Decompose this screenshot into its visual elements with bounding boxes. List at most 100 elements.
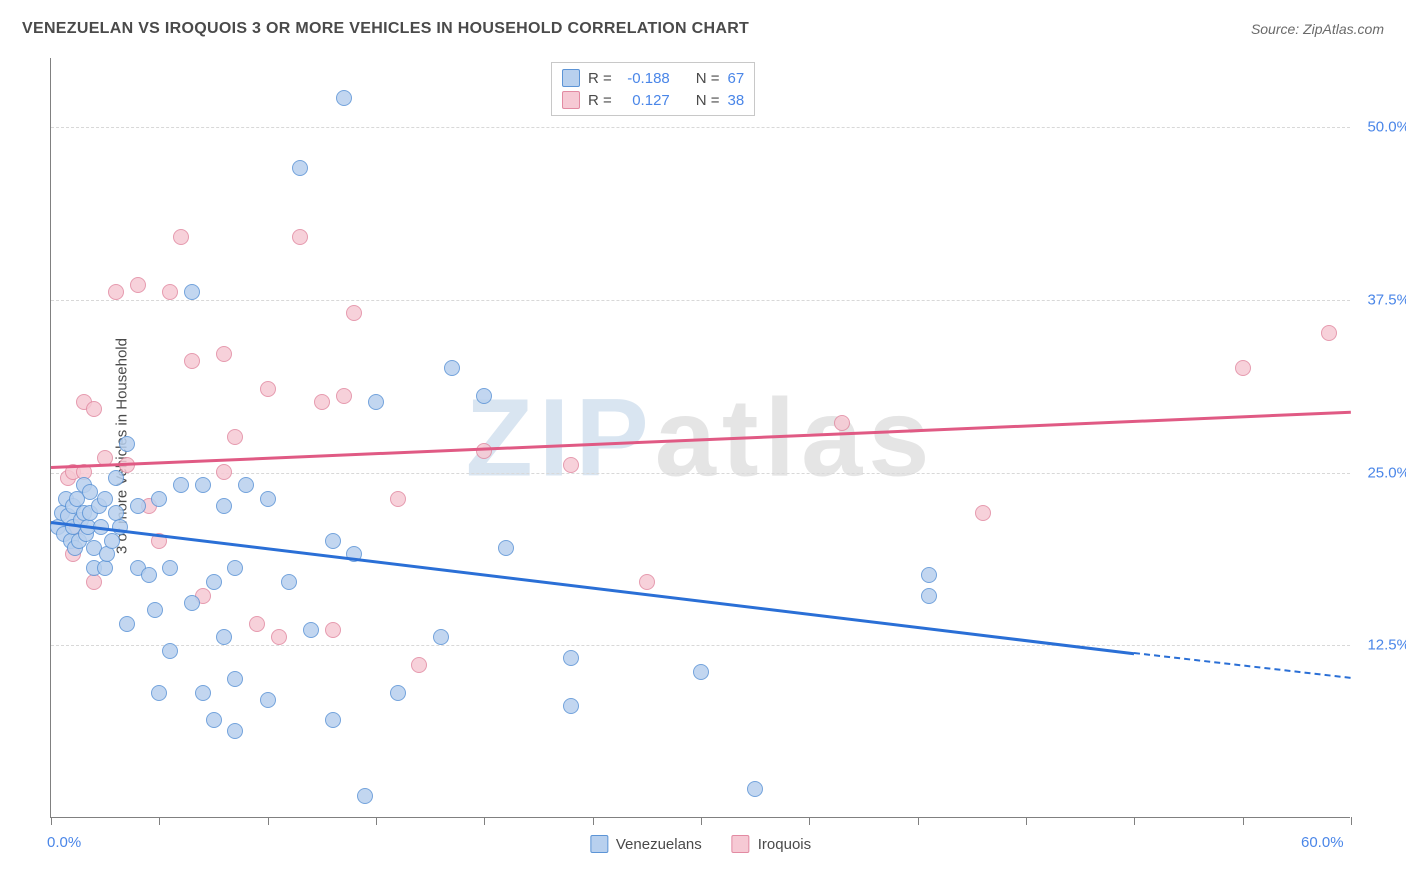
data-point-venezuelans [444, 360, 460, 376]
data-point-venezuelans [921, 588, 937, 604]
data-point-venezuelans [368, 394, 384, 410]
data-point-venezuelans [476, 388, 492, 404]
data-point-venezuelans [281, 574, 297, 590]
data-point-venezuelans [99, 546, 115, 562]
legend-item: Iroquois [732, 835, 811, 853]
data-point-iroquois [975, 505, 991, 521]
data-point-iroquois [336, 388, 352, 404]
data-point-venezuelans [433, 629, 449, 645]
y-tick-label: 12.5% [1367, 637, 1406, 654]
r-label: R = [588, 92, 612, 109]
r-value: 0.127 [620, 92, 670, 109]
x-tick [484, 817, 485, 825]
legend-swatch [590, 835, 608, 853]
data-point-venezuelans [747, 781, 763, 797]
data-point-venezuelans [303, 622, 319, 638]
source-label: Source: ZipAtlas.com [1251, 21, 1384, 37]
data-point-venezuelans [141, 567, 157, 583]
legend-series: Venezuelans Iroquois [590, 835, 811, 853]
data-point-iroquois [1235, 360, 1251, 376]
n-label: N = [696, 70, 720, 87]
data-point-venezuelans [216, 629, 232, 645]
data-point-venezuelans [260, 491, 276, 507]
x-tick [1134, 817, 1135, 825]
data-point-iroquois [130, 277, 146, 293]
x-tick [159, 817, 160, 825]
data-point-iroquois [346, 305, 362, 321]
data-point-iroquois [639, 574, 655, 590]
data-point-venezuelans [206, 574, 222, 590]
data-point-iroquois [184, 353, 200, 369]
data-point-venezuelans [162, 560, 178, 576]
gridline-horizontal [51, 473, 1350, 474]
data-point-venezuelans [563, 698, 579, 714]
data-point-iroquois [1321, 325, 1337, 341]
data-point-iroquois [162, 284, 178, 300]
x-tick [701, 817, 702, 825]
data-point-venezuelans [357, 788, 373, 804]
legend-swatch [562, 91, 580, 109]
data-point-venezuelans [97, 560, 113, 576]
data-point-venezuelans [921, 567, 937, 583]
data-point-venezuelans [151, 491, 167, 507]
data-point-venezuelans [336, 90, 352, 106]
data-point-venezuelans [173, 477, 189, 493]
gridline-horizontal [51, 645, 1350, 646]
data-point-venezuelans [184, 595, 200, 611]
data-point-venezuelans [184, 284, 200, 300]
data-point-venezuelans [162, 643, 178, 659]
data-point-iroquois [476, 443, 492, 459]
x-tick [1243, 817, 1244, 825]
data-point-venezuelans [563, 650, 579, 666]
data-point-iroquois [271, 629, 287, 645]
n-value: 38 [728, 92, 745, 109]
r-label: R = [588, 70, 612, 87]
x-tick [1026, 817, 1027, 825]
x-tick-label: 60.0% [1301, 834, 1344, 851]
data-point-venezuelans [195, 477, 211, 493]
data-point-iroquois [86, 401, 102, 417]
data-point-venezuelans [325, 533, 341, 549]
x-tick [593, 817, 594, 825]
x-tick-label: 0.0% [47, 834, 81, 851]
y-tick-label: 37.5% [1367, 291, 1406, 308]
n-value: 67 [728, 70, 745, 87]
data-point-venezuelans [216, 498, 232, 514]
data-point-venezuelans [292, 160, 308, 176]
legend-swatch [562, 69, 580, 87]
data-point-venezuelans [119, 616, 135, 632]
chart-title: VENEZUELAN VS IROQUOIS 3 OR MORE VEHICLE… [22, 20, 749, 38]
plot-area: ZIPatlas R =-0.188N =67R =0.127N =38 Ven… [50, 58, 1350, 818]
data-point-iroquois [249, 616, 265, 632]
trend-line-dashed [1134, 652, 1351, 679]
header: VENEZUELAN VS IROQUOIS 3 OR MORE VEHICLE… [22, 20, 1384, 38]
x-tick [1351, 817, 1352, 825]
data-point-venezuelans [390, 685, 406, 701]
data-point-iroquois [216, 346, 232, 362]
n-label: N = [696, 92, 720, 109]
legend-item: Venezuelans [590, 835, 702, 853]
x-tick [268, 817, 269, 825]
y-tick-label: 25.0% [1367, 464, 1406, 481]
data-point-venezuelans [108, 470, 124, 486]
data-point-iroquois [86, 574, 102, 590]
data-point-venezuelans [206, 712, 222, 728]
data-point-iroquois [563, 457, 579, 473]
data-point-iroquois [292, 229, 308, 245]
data-point-venezuelans [104, 533, 120, 549]
data-point-iroquois [227, 429, 243, 445]
data-point-venezuelans [130, 498, 146, 514]
gridline-horizontal [51, 300, 1350, 301]
legend-stats: R =-0.188N =67R =0.127N =38 [551, 62, 755, 116]
x-tick [376, 817, 377, 825]
watermark-part1: ZIP [466, 376, 655, 499]
data-point-iroquois [108, 284, 124, 300]
data-point-venezuelans [227, 723, 243, 739]
data-point-venezuelans [119, 436, 135, 452]
chart-container: VENEZUELAN VS IROQUOIS 3 OR MORE VEHICLE… [0, 0, 1406, 892]
data-point-venezuelans [227, 671, 243, 687]
data-point-venezuelans [693, 664, 709, 680]
data-point-iroquois [173, 229, 189, 245]
gridline-horizontal [51, 127, 1350, 128]
data-point-venezuelans [260, 692, 276, 708]
